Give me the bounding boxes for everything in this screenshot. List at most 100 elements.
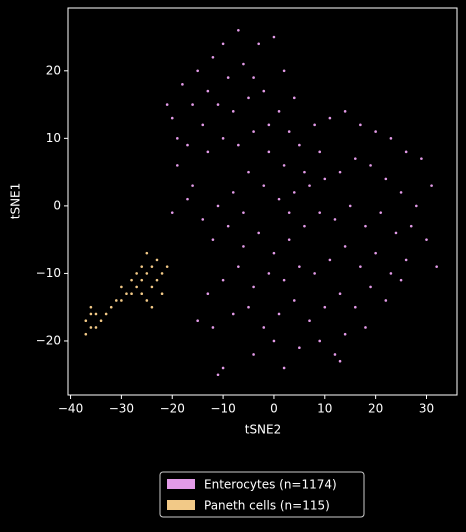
point bbox=[298, 265, 301, 268]
point bbox=[211, 56, 215, 59]
y-tick-label: 0 bbox=[53, 198, 61, 212]
point bbox=[84, 319, 88, 323]
point bbox=[211, 238, 215, 241]
point bbox=[282, 69, 286, 73]
point bbox=[338, 170, 342, 174]
point bbox=[267, 123, 271, 127]
point bbox=[104, 312, 108, 316]
y-tick-label: −10 bbox=[36, 266, 61, 280]
point bbox=[298, 346, 301, 350]
point bbox=[221, 278, 225, 282]
point bbox=[369, 285, 372, 289]
point bbox=[191, 184, 194, 187]
point bbox=[272, 35, 276, 39]
point bbox=[135, 272, 138, 275]
point bbox=[216, 204, 220, 208]
point bbox=[435, 265, 438, 268]
point bbox=[201, 218, 205, 221]
point bbox=[338, 292, 342, 295]
x-tick-label: 10 bbox=[317, 402, 332, 416]
legend-swatch bbox=[167, 500, 195, 510]
x-tick-label: −20 bbox=[160, 402, 185, 416]
point bbox=[226, 76, 230, 79]
point bbox=[186, 143, 189, 147]
x-axis-label: tSNE2 bbox=[245, 423, 282, 437]
point bbox=[252, 285, 255, 289]
point bbox=[257, 42, 260, 46]
point bbox=[89, 305, 93, 309]
point bbox=[242, 211, 245, 214]
point bbox=[354, 157, 357, 160]
point bbox=[130, 292, 133, 295]
point bbox=[109, 305, 113, 309]
point bbox=[287, 130, 291, 133]
point bbox=[323, 305, 327, 309]
point bbox=[237, 265, 240, 268]
point bbox=[298, 143, 301, 147]
point bbox=[333, 353, 337, 356]
point bbox=[89, 312, 93, 316]
point bbox=[115, 299, 118, 302]
point bbox=[140, 265, 144, 268]
point bbox=[160, 272, 164, 275]
point bbox=[99, 319, 103, 323]
point bbox=[201, 123, 205, 127]
point bbox=[262, 326, 266, 329]
point bbox=[252, 130, 255, 133]
point bbox=[165, 103, 169, 106]
point bbox=[308, 184, 311, 187]
point bbox=[247, 96, 250, 100]
point bbox=[389, 272, 393, 275]
point bbox=[176, 164, 179, 167]
legend-label: Paneth cells (n=115) bbox=[204, 499, 330, 513]
y-tick-label: 10 bbox=[46, 131, 61, 145]
point bbox=[313, 123, 316, 127]
point bbox=[318, 211, 322, 214]
point bbox=[196, 69, 199, 73]
point bbox=[231, 110, 235, 113]
point bbox=[277, 197, 281, 201]
point bbox=[130, 278, 133, 282]
point bbox=[242, 245, 245, 248]
x-tick-label: −10 bbox=[210, 402, 235, 416]
point bbox=[84, 332, 88, 336]
point bbox=[282, 366, 286, 370]
point bbox=[206, 89, 210, 93]
point bbox=[170, 211, 174, 214]
series bbox=[165, 28, 438, 377]
point bbox=[328, 258, 332, 262]
point bbox=[399, 191, 403, 194]
series bbox=[84, 251, 169, 336]
plot-frame bbox=[67, 7, 458, 396]
point bbox=[262, 89, 266, 93]
legend-box bbox=[159, 471, 365, 518]
point bbox=[242, 62, 245, 66]
point bbox=[252, 353, 255, 356]
x-tick-label: 20 bbox=[368, 402, 383, 416]
point bbox=[262, 184, 266, 187]
point bbox=[292, 299, 296, 302]
point bbox=[425, 238, 428, 241]
point bbox=[415, 204, 418, 208]
point bbox=[430, 184, 433, 187]
point bbox=[94, 326, 98, 329]
point bbox=[247, 170, 250, 174]
y-tick-label: −20 bbox=[36, 333, 61, 347]
point bbox=[145, 299, 149, 302]
point bbox=[237, 143, 240, 147]
point bbox=[120, 285, 123, 289]
point bbox=[252, 76, 255, 79]
point bbox=[328, 116, 332, 120]
point bbox=[343, 110, 347, 113]
point bbox=[226, 224, 230, 228]
point bbox=[287, 211, 291, 214]
point bbox=[379, 211, 383, 214]
point bbox=[364, 326, 367, 329]
y-axis-label: tSNE1 bbox=[9, 183, 23, 220]
point bbox=[140, 278, 144, 282]
point bbox=[247, 305, 250, 309]
point bbox=[206, 150, 210, 154]
point bbox=[292, 96, 296, 100]
point bbox=[150, 285, 154, 289]
point bbox=[221, 137, 225, 140]
